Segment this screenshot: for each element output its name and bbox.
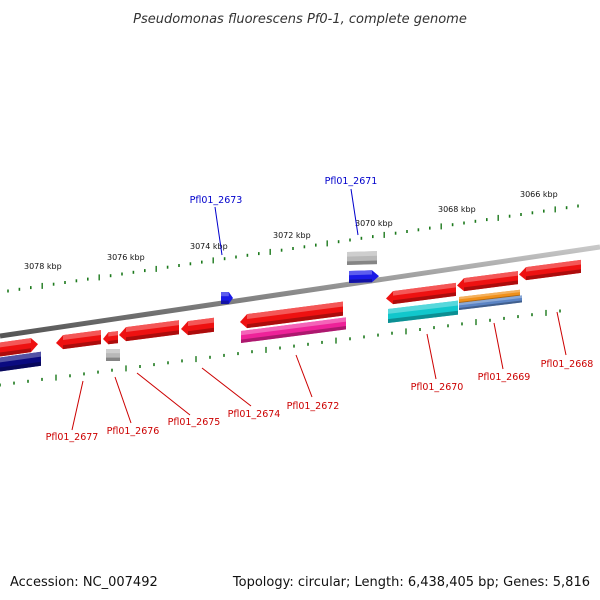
gene-pfl01-2671-highlight: [349, 270, 372, 276]
leader-line: [426, 333, 437, 380]
gene-pfl01-2672-shadow: [247, 311, 343, 329]
leader-line: [350, 188, 359, 236]
gene-pfl01-2676-b-highlight: [106, 349, 120, 354]
gene-pfl01-2669-b-highlight: [459, 289, 520, 300]
gene-2678-shadow: [0, 348, 31, 357]
gene-pfl01-2677-shadow: [63, 340, 101, 350]
map-title: Pseudomonas fluorescens Pf0-1, complete …: [133, 12, 467, 27]
leader-line: [71, 380, 84, 431]
gene-pfl01-2668-highlight: [526, 259, 581, 272]
genome-backbone: [0, 244, 600, 339]
gene-label: Pfl01_2672: [287, 401, 340, 412]
gene-label: Pfl01_2670: [411, 382, 464, 393]
gene-pfl01-2669-shadow: [464, 280, 518, 292]
gene-pfl01-2675: [119, 320, 179, 342]
gene-pfl01-2673: [221, 292, 233, 304]
gene-pfl01-2672-b: [241, 317, 346, 343]
gene-pfl01-2675-highlight: [126, 320, 179, 332]
scale-label: 3066 kbp: [520, 190, 558, 199]
gene-pfl01-2672-b-shadow: [241, 326, 346, 343]
scale-label: 3076 kbp: [107, 253, 145, 262]
gene-label: Pfl01_2677: [46, 432, 99, 443]
gene-pfl01-2677-highlight: [63, 330, 101, 340]
leader-line: [136, 372, 191, 416]
gene-label: Pfl01_2668: [541, 359, 594, 370]
gene-pfl01-2671-b: [347, 251, 377, 265]
gene-leader-lines: [71, 188, 567, 431]
gene-pfl01-2674-highlight: [188, 317, 214, 326]
lower-scale-ticks: [0, 309, 561, 387]
gene-pfl01-2671-b-highlight: [347, 251, 377, 257]
gene-labels: Pfl01_2677 Pfl01_2676 Pfl01_2675 Pfl01_2674…: [46, 176, 594, 443]
gene-pfl01-2676-b: [106, 349, 120, 361]
gene-pfl01-2673-shadow: [221, 300, 229, 304]
gene-label: Pfl01_2676: [107, 426, 160, 437]
gene-pfl01-2676-b-shadow: [106, 357, 120, 361]
gene-pfl01-2674: [181, 317, 214, 336]
scale-label: 3074 kbp: [190, 242, 228, 251]
gene-pfl01-2670: [386, 282, 456, 305]
genome-summary-text: Topology: circular; Length: 6,438,405 bp…: [232, 575, 590, 590]
scale-labels: 3078 kbp 3076 kbp 3074 kbp 3072 kbp 3070 kbp…: [24, 190, 558, 271]
gene-pfl01-2676-highlight: [108, 331, 118, 337]
gene-pfl01-2671: [349, 270, 379, 283]
gene-pfl01-2670-highlight: [393, 282, 456, 296]
gene-pfl01-2672: [240, 301, 343, 329]
gene-2678-highlight: [0, 338, 31, 348]
gene-pfl01-2676: [103, 331, 118, 345]
gene-pfl01-2670-b-shadow: [388, 310, 458, 323]
gene-2678-partial: [0, 351, 41, 372]
scale-label: 3072 kbp: [273, 231, 311, 240]
gene-pfl01-2669-c: [459, 295, 522, 310]
gene-pfl01-2675-shadow: [126, 330, 179, 342]
gene-pfl01-2676-shadow: [108, 339, 118, 345]
gene-pfl01-2668: [519, 259, 581, 281]
gene-pfl01-2674-shadow: [188, 327, 214, 336]
scale-label: 3078 kbp: [24, 262, 62, 271]
gene-label: Pfl01_2675: [168, 417, 221, 428]
gene-pfl01-2669-c-highlight: [459, 295, 522, 306]
gene-pfl01-2671-shadow: [349, 278, 372, 283]
leader-line: [556, 311, 567, 356]
gene-pfl01-2670-b-highlight: [388, 300, 458, 314]
gene-features: [0, 251, 581, 372]
gene-label: Pfl01_2671: [325, 176, 378, 187]
gene-label: Pfl01_2674: [228, 409, 281, 420]
leader-line: [114, 376, 132, 424]
scale-label: 3070 kbp: [355, 219, 393, 228]
gene-pfl01-2672-b-highlight: [241, 317, 346, 336]
gene-pfl01-2673-highlight: [221, 292, 229, 297]
gene-pfl01-2669-c-shadow: [459, 300, 522, 310]
gene-2678-partial-highlight: [0, 351, 41, 363]
gene-pfl01-2670-b: [388, 300, 458, 323]
scale-label: 3068 kbp: [438, 205, 476, 214]
gene-2678: [0, 338, 38, 357]
leader-line: [214, 206, 223, 256]
gene-pfl01-2677: [56, 330, 101, 350]
gene-pfl01-2671-b-shadow: [347, 260, 377, 265]
accession-text: Accession: NC_007492: [10, 575, 158, 590]
gene-pfl01-2669: [457, 271, 518, 292]
leader-line: [201, 367, 252, 407]
upper-scale-ticks: [7, 204, 579, 293]
gene-pfl01-2672-highlight: [247, 301, 343, 319]
leader-line: [295, 354, 313, 398]
gene-pfl01-2670-shadow: [393, 292, 456, 305]
gene-pfl01-2668-shadow: [526, 269, 581, 281]
leader-line: [493, 322, 504, 370]
gene-label: Pfl01_2673: [190, 195, 243, 206]
gene-pfl01-2669-highlight: [464, 271, 518, 283]
gene-2678-partial-shadow: [0, 361, 41, 372]
gene-label: Pfl01_2669: [478, 372, 531, 383]
